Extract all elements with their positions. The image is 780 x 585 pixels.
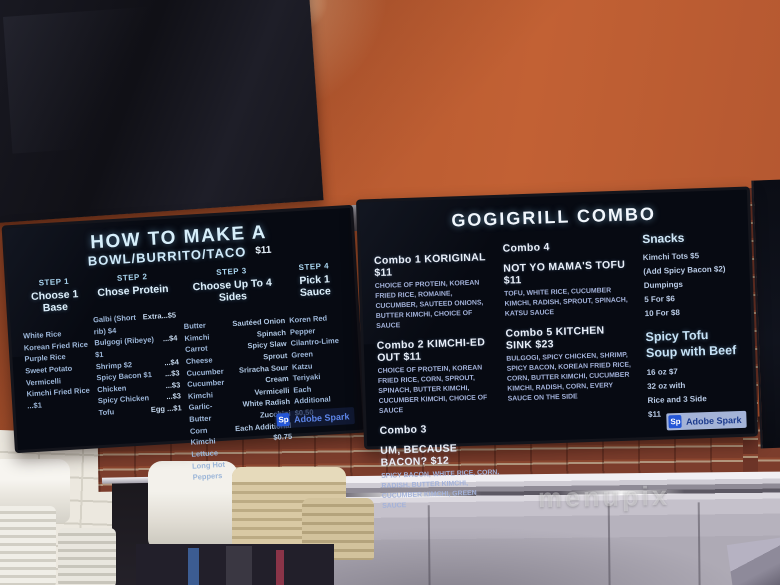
combo-description: TOFU, WHITE RICE, CUCUMBER KIMCHI, RADIS… — [504, 287, 628, 318]
step-column-1: STEP 1 Choose 1 Base White Rice Korean Fr… — [20, 276, 100, 493]
sauce-options-list: Koren Red Pepper Cilantro-Lime Green Katzu… — [289, 311, 351, 419]
step-heading: Choose Up To 4 Sides — [192, 276, 273, 304]
adobe-spark-label: Adobe Spark — [685, 414, 742, 427]
menu-item: Koren Red Pepper — [288, 313, 328, 337]
combo-block: UM, BECAUSE BACON? $12 SPICY BACON, WHIT… — [380, 441, 501, 512]
combo-column-1: Combo 1 KORIGINAL $11 CHOICE OF PROTEIN,… — [371, 237, 507, 520]
adobe-spark-logo-icon: Sp — [276, 412, 291, 427]
protein-extra-price: Egg ...$1 — [150, 403, 182, 415]
white-cup-stack — [58, 528, 116, 585]
adobe-spark-label: Adobe Spark — [293, 410, 350, 425]
menu-item: Butter Kimchi — [183, 320, 210, 343]
white-cup-stack — [148, 461, 238, 549]
menu-item: Each Additional — [293, 384, 331, 406]
combo-block: Combo 4 — [502, 239, 628, 255]
protein-extra-price: ...$3 — [165, 380, 181, 390]
powered-off-tv-screen — [0, 0, 324, 224]
combo-block: NOT YO MAMA'S TOFU $11 TOFU, WHITE RICE,… — [503, 259, 631, 320]
menu-item: Kimchi Fried Rice ...$1 — [26, 385, 91, 411]
combo-heading: Combo 5 KITCHEN SINK $23 — [505, 324, 605, 352]
step-column-2: STEP 2 Chose Protein Galbi (Short rib) $… — [87, 270, 189, 489]
rack-item — [276, 550, 284, 585]
step-columns: STEP 1 Choose 1 Base White Rice Korean Fr… — [20, 261, 354, 493]
step-column-3: STEP 3 Choose Up To 4 Sides Butter Kimch… — [176, 264, 298, 484]
combo-description: CHOICE OF PROTEIN, KOREAN FRIED RICE, CO… — [377, 364, 488, 415]
snack-item: 10 For $8 — [644, 307, 680, 319]
protein-name: Bulgogi (Ribeye) $1 — [94, 335, 155, 360]
counter-rack — [136, 544, 334, 585]
snacks-column: Snacks Kimchi Tots $5 (Add Spicy Bacon $2… — [636, 229, 746, 511]
rack-item — [188, 548, 199, 585]
sides-list-right: Sautéed Onion Spinach Spicy Slaw Sprout Srir… — [224, 315, 295, 481]
combo-heading: Combo 1 KORIGINAL $11 — [373, 251, 486, 280]
combo-menu-title: GOGIGRILL COMBO — [451, 203, 657, 231]
protein-options-list: Galbi (Short rib) $4 Extra...$5 Bulgogi … — [93, 309, 182, 418]
base-options-list: White Rice Korean Fried Rice Purple Rice Sw… — [23, 327, 95, 412]
protein-extra-price: ...$3 — [164, 368, 180, 379]
snacks-heading: Snacks — [641, 230, 685, 247]
combo-description: BULGOGI, SPICY CHICKEN, SHRIMP, SPICY BA… — [506, 351, 632, 403]
menupix-watermark: menupix — [537, 480, 671, 514]
combo-heading: Combo 3 — [379, 423, 427, 437]
menu-item: Sriracha Sour Cream — [238, 362, 289, 385]
right-menu-content: GOGIGRILL COMBO Combo 1 KORIGINAL $11 CH… — [359, 190, 755, 510]
protein-name: Tofu — [98, 407, 115, 418]
rack-item — [226, 546, 252, 585]
combo-column-2: Combo 4 NOT YO MAMA'S TOFU $11 TOFU, WHI… — [498, 232, 645, 515]
white-cup-stack — [0, 506, 56, 585]
combo-block: Combo 3 — [379, 421, 498, 437]
kitchen-equipment — [726, 537, 780, 585]
adobe-spark-logo-icon: Sp — [668, 414, 683, 429]
protein-name: Galbi (Short rib) $4 — [92, 312, 137, 336]
combo-block: Combo 2 KIMCHI-ED OUT $11 CHOICE OF PROT… — [377, 336, 498, 417]
combo-description: SPICY BACON, WHITE RICE, CORN, RADISH, B… — [381, 469, 500, 510]
snacks-list: Kimchi Tots $5 (Add Spicy Bacon $2) Dumpin… — [643, 248, 740, 321]
protein-extra-price: ...$4 — [163, 356, 180, 367]
protein-extra-price: ...$3 — [166, 391, 182, 402]
menu-item: Peppers — [192, 471, 223, 482]
protein-extra-price: ...$4 — [162, 333, 178, 344]
combo-heading: Combo 4 — [502, 241, 550, 255]
combo-description: CHOICE OF PROTEIN, KOREAN FRIED RICE, RO… — [374, 279, 484, 330]
step-column-4: STEP 4 Pick 1 Sauce Koren Red Pepper Cila… — [286, 261, 354, 478]
step-label: STEP 1 — [38, 276, 70, 288]
left-menu-content: HOW TO MAKE A BOWL/BURRITO/TACO $11 STEP… — [5, 208, 364, 482]
combo-heading: Combo 2 KIMCHI-ED OUT $11 — [376, 336, 486, 364]
sides-lists: Butter Kimchi Carrot Cheese Cucumber Cucumbe… — [183, 315, 294, 483]
step-heading: Choose 1 Base — [30, 288, 79, 315]
hood-seam — [697, 502, 701, 585]
menu-item: Cucumber — [186, 377, 225, 390]
tv-reflection — [2, 6, 163, 154]
menu-item: Cilantro-Lime Green — [290, 336, 340, 360]
adobe-spark-badge: Sp Adobe Spark — [666, 410, 747, 431]
protein-extra-price: Extra...$5 — [142, 310, 177, 322]
step-label: STEP 4 — [298, 261, 330, 273]
combo-heading: UM, BECAUSE BACON? $12 — [380, 442, 458, 469]
menu-item: Garlic-Butter — [188, 401, 213, 424]
step-heading: Chose Protein — [97, 282, 169, 300]
left-menu-price: $11 — [254, 244, 272, 257]
soup-heading: Spicy Tofu Soup with Beef — [645, 327, 737, 360]
left-menu-screen: HOW TO MAKE A BOWL/BURRITO/TACO $11 STEP… — [1, 204, 367, 482]
hood-seam — [607, 503, 611, 585]
combo-columns: Combo 1 KORIGINAL $11 CHOICE OF PROTEIN,… — [371, 229, 746, 520]
combo-heading: NOT YO MAMA'S TOFU $11 — [503, 258, 626, 287]
right-menu-screen: GOGIGRILL COMBO Combo 1 KORIGINAL $11 CH… — [355, 186, 759, 510]
combo-block: Combo 1 KORIGINAL $11 CHOICE OF PROTEIN,… — [374, 251, 495, 332]
combo-block: Combo 5 KITCHEN SINK $23 BULGOGI, SPICY … — [505, 324, 633, 405]
step-heading: Pick 1 Sauce — [299, 273, 332, 300]
